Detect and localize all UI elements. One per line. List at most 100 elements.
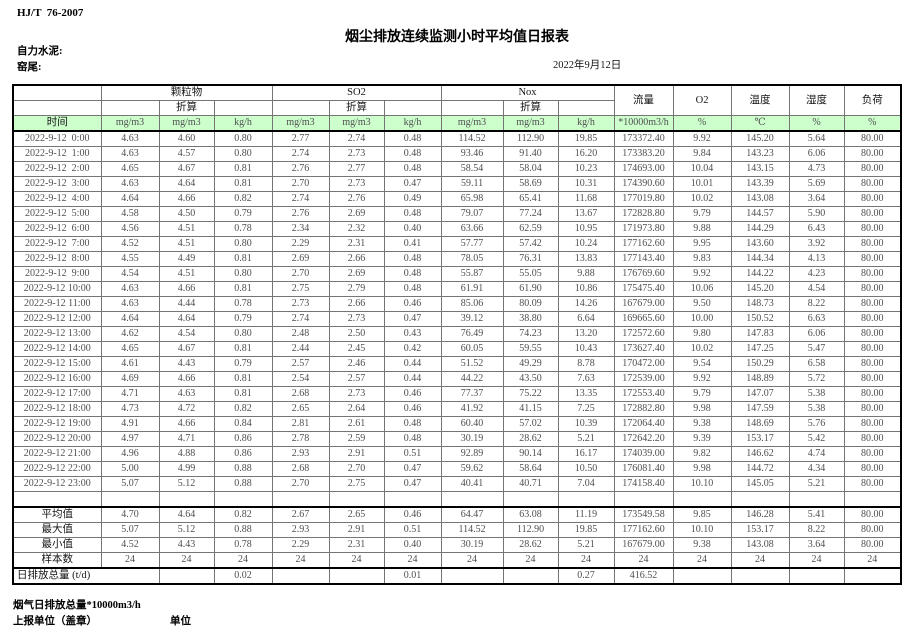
time-header-spacer [12, 84, 102, 101]
table-row: 2022-9-12 4:00 4.64 4.66 0.82 2.74 2.76 0.49 65… [12, 191, 902, 207]
value-cell: 7.25 [557, 401, 615, 417]
value-cell: 0.40 [383, 221, 442, 237]
value-cell: 9.84 [672, 146, 732, 162]
value-cell: 10.00 [672, 311, 732, 327]
value-cell: 5.12 [158, 476, 215, 492]
summary-value-cell: 114.52 [440, 522, 504, 538]
unit-cell: mg/m3 [271, 115, 330, 132]
value-cell: 9.79 [672, 206, 732, 222]
summary-value-cell: 153.17 [730, 522, 790, 538]
value-cell: 2.74 [271, 191, 330, 207]
time-cell: 2022-9-12 22:00 [12, 461, 102, 477]
value-cell: 19.85 [557, 130, 615, 147]
value-cell: 5.47 [788, 341, 845, 357]
value-cell: 10.95 [557, 221, 615, 237]
value-cell: 2.59 [328, 431, 385, 447]
time-cell: 2022-9-12 16:00 [12, 371, 102, 387]
table-row: 2022-9-12 15:00 4.61 4.43 0.79 2.57 2.46 0.44 5… [12, 356, 902, 372]
value-cell: 9.92 [672, 130, 732, 147]
report-table: 颗粒物 SO2 Nox 流量 O2 温度 湿度 负荷 折算 折算 折算 [12, 84, 903, 585]
value-cell: 2.73 [328, 386, 385, 402]
value-cell: 0.79 [213, 206, 273, 222]
summary-value-cell: 2.93 [271, 522, 330, 538]
time-cell: 2022-9-12 19:00 [12, 416, 102, 432]
value-cell: 10.31 [557, 176, 615, 192]
value-cell: 28.62 [502, 431, 559, 447]
value-cell: 80.00 [843, 266, 902, 282]
value-cell: 4.65 [100, 161, 160, 177]
value-cell: 9.95 [672, 236, 732, 252]
value-cell: 9.83 [672, 251, 732, 267]
time-cell: 2022-9-12 18:00 [12, 401, 102, 417]
table-row: 2022-9-12 0:00 4.63 4.60 0.80 2.77 2.74 0.48 11… [12, 130, 902, 147]
value-cell: 2.70 [328, 461, 385, 477]
value-cell: 147.59 [730, 401, 790, 417]
value-cell: 60.40 [440, 416, 504, 432]
summary-value-cell: 0.78 [213, 537, 273, 553]
daily-total-label: 日排放总量 (t/d) [12, 567, 160, 585]
value-cell: 0.79 [213, 311, 273, 327]
value-cell: 80.00 [843, 236, 902, 252]
value-cell: 10.04 [672, 161, 732, 177]
value-cell: 4.99 [158, 461, 215, 477]
value-cell: 4.58 [100, 206, 160, 222]
value-cell: 2.65 [271, 401, 330, 417]
value-cell: 4.67 [158, 161, 215, 177]
value-cell: 80.00 [843, 446, 902, 462]
value-cell: 2.66 [328, 296, 385, 312]
value-cell: 91.40 [502, 146, 559, 162]
value-cell: 0.44 [383, 371, 442, 387]
value-cell: 7.04 [557, 476, 615, 492]
value-cell: 4.57 [158, 146, 215, 162]
summary-value-cell: 2.65 [328, 506, 385, 523]
value-cell: 80.00 [843, 206, 902, 222]
value-cell: 74.23 [502, 326, 559, 342]
value-cell: 146.62 [730, 446, 790, 462]
value-cell: 49.29 [502, 356, 559, 372]
group-so2: SO2 [271, 84, 442, 101]
value-cell: 144.22 [730, 266, 790, 282]
empty-cell [843, 491, 902, 508]
value-cell: 4.50 [158, 206, 215, 222]
value-cell: 0.82 [213, 401, 273, 417]
value-cell: 114.52 [440, 130, 504, 147]
value-cell: 80.00 [843, 146, 902, 162]
value-cell: 16.17 [557, 446, 615, 462]
value-cell: 80.00 [843, 326, 902, 342]
value-cell: 9.88 [672, 221, 732, 237]
table-row: 2022-9-12 16:00 4.69 4.66 0.81 2.54 2.57 0.44 4… [12, 371, 902, 387]
summary-value-cell: 24 [843, 552, 902, 569]
value-cell: 2.57 [271, 356, 330, 372]
value-cell: 4.55 [100, 251, 160, 267]
empty-cell [730, 491, 790, 508]
value-cell: 2.70 [271, 266, 330, 282]
value-cell: 176081.40 [613, 461, 674, 477]
unit-cell: mg/m3 [440, 115, 504, 132]
value-cell: 80.09 [502, 296, 559, 312]
value-cell: 9.54 [672, 356, 732, 372]
value-cell: 0.47 [383, 176, 442, 192]
value-cell: 6.58 [788, 356, 845, 372]
summary-value-cell: 112.90 [502, 522, 559, 538]
value-cell: 2.74 [328, 130, 385, 147]
value-cell: 4.66 [158, 191, 215, 207]
so2-converted-header: 折算 [328, 100, 385, 116]
time-cell: 2022-9-12 12:00 [12, 311, 102, 327]
value-cell: 8.78 [557, 356, 615, 372]
unit-cell: mg/m3 [328, 115, 385, 132]
empty-cell [440, 491, 504, 508]
value-cell: 4.67 [158, 341, 215, 357]
value-cell: 4.66 [158, 416, 215, 432]
value-cell: 0.79 [213, 356, 273, 372]
value-cell: 0.78 [213, 221, 273, 237]
value-cell: 4.66 [158, 281, 215, 297]
value-cell: 0.80 [213, 146, 273, 162]
value-cell: 2.45 [328, 341, 385, 357]
time-cell: 2022-9-12 13:00 [12, 326, 102, 342]
value-cell: 80.00 [843, 161, 902, 177]
value-cell: 4.73 [100, 401, 160, 417]
summary-value-cell: 24 [613, 552, 674, 569]
value-cell: 10.23 [557, 161, 615, 177]
value-cell: 0.86 [213, 446, 273, 462]
